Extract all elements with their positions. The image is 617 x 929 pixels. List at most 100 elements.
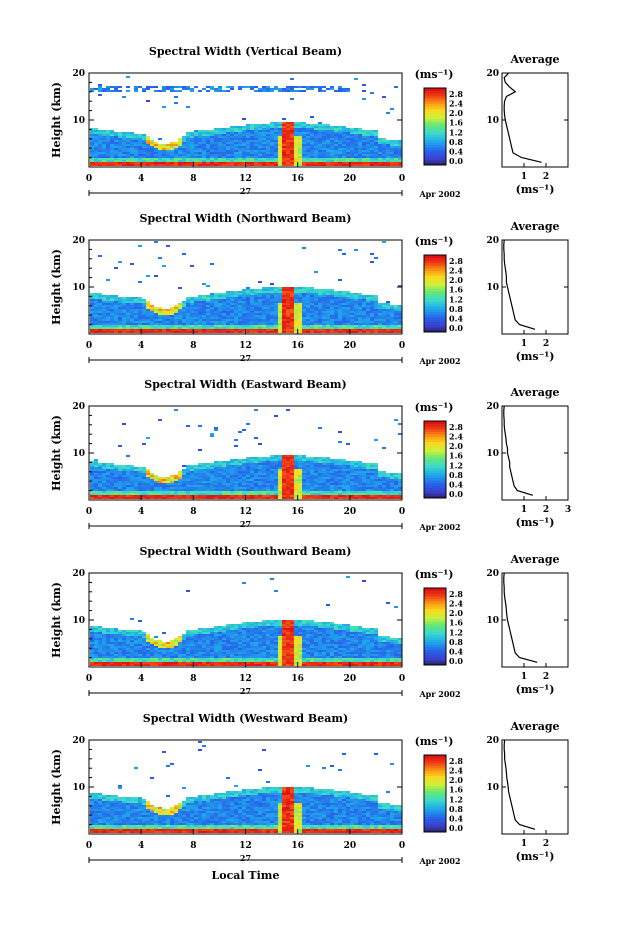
heatmap-cell — [378, 327, 382, 329]
heatmap-cell — [326, 479, 330, 481]
heatmap-cell — [258, 489, 262, 491]
heatmap-cell — [198, 425, 202, 427]
heatmap-cell — [122, 317, 126, 319]
x-tick-label: 20 — [344, 341, 357, 351]
heatmap-cell — [218, 317, 222, 319]
heatmap-cell — [94, 646, 98, 648]
heatmap-cell — [90, 309, 94, 311]
colorbar-swatch — [424, 490, 446, 494]
heatmap-cell — [226, 148, 230, 150]
heatmap-cell — [298, 138, 302, 140]
heatmap-cell — [142, 305, 146, 307]
heatmap-cell — [350, 465, 354, 467]
heatmap-cell — [234, 158, 238, 160]
heatmap-cell — [358, 315, 362, 317]
heatmap-cell — [190, 309, 194, 311]
heatmap-cell — [102, 152, 106, 154]
colorbar-tick-label: 1.2 — [449, 127, 463, 137]
heatmap-cell — [106, 493, 110, 495]
heatmap-cell — [374, 439, 378, 441]
heatmap-cell — [298, 146, 302, 148]
heatmap-cell — [386, 154, 390, 156]
heatmap-cell — [358, 469, 362, 471]
heatmap-cell — [190, 319, 194, 321]
heatmap-cell — [122, 154, 126, 156]
heatmap-cell — [138, 467, 142, 469]
heatmap-cell — [198, 317, 202, 319]
heatmap-cell — [326, 459, 330, 461]
heatmap-cell — [134, 162, 138, 164]
heatmap-cell — [206, 297, 210, 299]
heatmap-cell — [218, 497, 222, 499]
heatmap-cell — [270, 477, 274, 479]
heatmap-cell — [222, 154, 226, 156]
heatmap-cell — [302, 329, 306, 331]
heatmap-cell — [286, 124, 290, 126]
heatmap-cell — [250, 134, 254, 136]
heatmap-cell — [162, 487, 166, 489]
heatmap-cell — [110, 327, 114, 329]
heatmap-cell — [150, 154, 154, 156]
heatmap-cell — [254, 329, 258, 331]
heatmap-cell — [90, 652, 94, 654]
heatmap-cell — [118, 473, 122, 475]
heatmap-cell — [230, 130, 234, 132]
heatmap-cell — [158, 323, 162, 325]
heatmap-cell — [330, 469, 334, 471]
heatmap-cell — [142, 136, 146, 138]
heatmap-cell — [294, 293, 298, 295]
heatmap-cell — [382, 487, 386, 489]
heatmap-cell — [142, 315, 146, 317]
heatmap-cell — [250, 475, 254, 477]
heatmap-cell — [266, 467, 270, 469]
heatmap-cell — [110, 315, 114, 317]
heatmap-cell — [366, 130, 370, 132]
heatmap-cell — [294, 325, 298, 327]
heatmap-cell — [186, 477, 190, 479]
heatmap-cell — [118, 479, 122, 481]
heatmap-cell — [282, 150, 286, 152]
heatmap-cell — [222, 164, 226, 166]
heatmap-cell — [194, 301, 198, 303]
heatmap-cell — [202, 465, 206, 467]
heatmap-cell — [150, 473, 154, 475]
heatmap-cell — [114, 487, 118, 489]
heatmap-cell — [114, 321, 118, 323]
colorbar-tick-label: 2.4 — [449, 432, 463, 442]
heatmap-cell — [186, 471, 190, 473]
heatmap-cell — [90, 136, 94, 138]
heatmap-cell — [94, 495, 98, 497]
heatmap-cell — [214, 297, 218, 299]
heatmap-cell — [182, 253, 186, 255]
heatmap-cell — [338, 323, 342, 325]
heatmap-cell — [270, 323, 274, 325]
heatmap-cell — [330, 491, 334, 493]
heatmap-cell — [270, 459, 274, 461]
heatmap-cell — [102, 295, 106, 297]
heatmap-cell — [382, 481, 386, 483]
x-tick-label: 12 — [239, 507, 252, 517]
heatmap-cell — [310, 142, 314, 144]
heatmap-cell — [282, 90, 286, 92]
heatmap-cell — [354, 327, 358, 329]
heatmap-cell — [342, 293, 346, 295]
heatmap-cell — [346, 305, 350, 307]
heatmap-cell — [302, 303, 306, 305]
colorbar-tick-label: 0.4 — [449, 479, 463, 489]
heatmap-cell — [222, 162, 226, 164]
colorbar-swatch — [424, 121, 446, 125]
heatmap-cell — [98, 317, 102, 319]
heatmap-cell — [218, 313, 222, 315]
heatmap-cell — [362, 327, 366, 329]
heatmap-cell — [322, 297, 326, 299]
heatmap-cell — [378, 485, 382, 487]
heatmap-cell — [102, 329, 106, 331]
heatmap-cell — [110, 162, 114, 164]
heatmap-cell — [286, 497, 290, 499]
heatmap-cell — [202, 315, 206, 317]
heatmap-cell — [342, 299, 346, 301]
heatmap-cell — [182, 493, 186, 495]
heatmap-cell — [178, 140, 182, 142]
heatmap-cell — [374, 473, 378, 475]
heatmap-cell — [238, 319, 242, 321]
